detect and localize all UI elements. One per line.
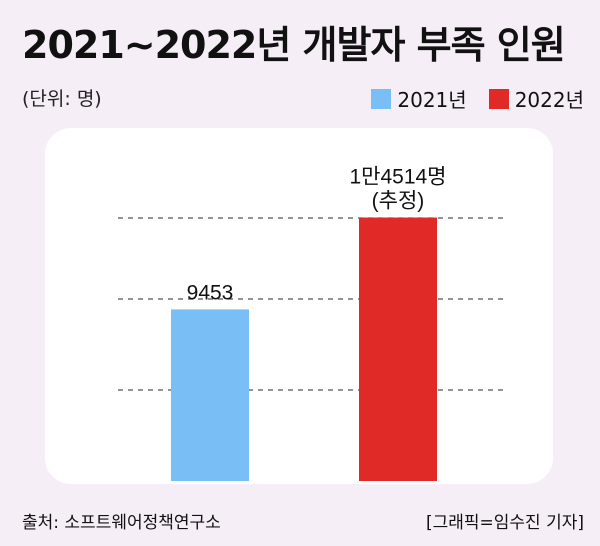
legend-swatch-2022: [488, 88, 509, 109]
chart-panel: [45, 128, 553, 484]
legend-label-2022: 2022년: [514, 88, 584, 112]
source-note: 출처: 소프트웨어정책연구소: [22, 513, 221, 533]
unit-label: (단위: 명): [22, 88, 102, 110]
bar-2021: [171, 309, 249, 481]
legend-label-2021: 2021년: [397, 88, 467, 112]
data-label-2022: 1만4514명 (추정): [349, 166, 446, 213]
chart-title: 2021~2022년 개발자 부족 인원: [22, 23, 566, 67]
legend-swatch-2021: [371, 88, 392, 109]
bar-2022: [359, 217, 437, 481]
graphic-credit: [그래픽=임수진 기자]: [425, 513, 584, 533]
legend: 2021년 2022년: [371, 84, 584, 113]
legend-item-2021: 2021년: [371, 84, 467, 113]
data-label-2021: 9453: [187, 281, 234, 304]
legend-item-2022: 2022년: [488, 84, 584, 113]
